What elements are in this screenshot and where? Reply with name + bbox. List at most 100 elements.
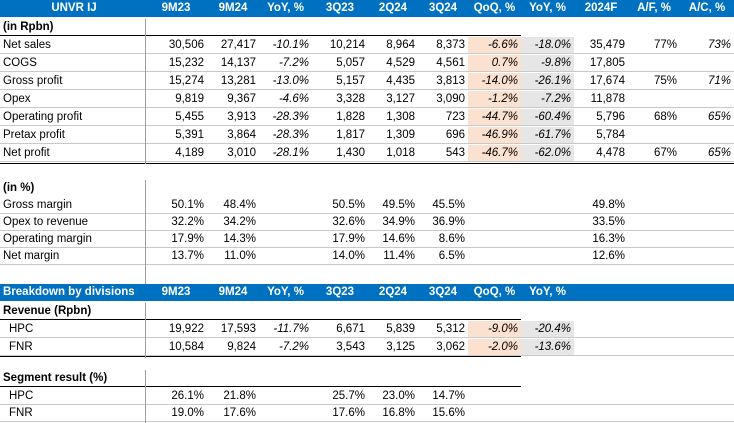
row-label: Opex to revenue [0,214,145,231]
row-label: Gross profit [0,73,145,90]
header-cell: 3Q23 [325,2,355,14]
header-cell: QoQ, % [473,286,516,298]
value-cell: 9,819 [145,91,207,108]
value-cell: 49.5% [368,197,418,214]
value-cell [574,321,628,338]
section-label: (in Rpbn) [3,21,54,33]
value-cell: 23.0% [368,388,418,405]
value-cell: 0.7% [468,55,521,72]
header-cell [574,284,628,301]
value-cell: 17.6% [207,405,259,422]
value-cell [574,339,628,356]
value-cell [468,231,521,248]
value-cell: -46.7% [468,145,521,162]
table-row: Net margin 13.7% 11.0% 14.0% 11.4% 6.5% 12.6% [0,248,734,265]
value-cell [628,214,680,231]
header-cell: YoY, % [529,2,566,14]
value-cell: -13.6% [521,339,574,356]
table-row: Net sales 30,506 27,417 -10.1% 10,214 8,964 8,… [0,37,734,54]
value-cell: 15,232 [145,55,207,72]
value-cell: 26.1% [145,388,207,405]
value-cell: 15,274 [145,73,207,90]
value-cell: 5,057 [312,55,368,72]
value-cell [468,405,521,422]
table-row: Opex 9,819 9,367 -4.6% 3,328 3,127 3,090 -1.2% -… [0,91,734,108]
header-cell: A/F, % [637,2,671,14]
header-cell: 3Q24 [428,286,458,298]
value-cell [680,55,734,72]
row-label: Net sales [0,37,145,54]
value-cell [628,388,680,405]
value-cell: 9,824 [207,339,259,356]
value-cell: -61.7% [521,127,574,144]
value-cell [680,405,734,422]
value-cell [680,91,734,108]
value-cell [680,214,734,231]
value-cell: 1,828 [312,109,368,126]
value-cell: -20.4% [521,321,574,338]
value-cell: -9.0% [468,321,521,338]
value-cell: 67% [628,145,680,162]
section-divider [0,35,521,36]
header-cell: YoY, % [267,286,304,298]
value-cell: 30,506 [145,37,207,54]
value-cell: -1.2% [468,91,521,108]
value-cell: 696 [418,127,468,144]
value-cell: -10.1% [259,37,312,54]
value-cell: 17.9% [312,231,368,248]
header-cell: 2024F [584,2,618,14]
row-label: FNR [0,405,145,422]
table-bottom-border [0,163,734,164]
value-cell [259,197,312,214]
value-cell: 14.3% [207,231,259,248]
value-cell: 11,878 [574,91,628,108]
row-label: FNR [0,339,145,356]
header-cell: 3Q23 [325,286,355,298]
value-cell: -28.3% [259,109,312,126]
header-cell: 2Q24 [378,286,408,298]
value-cell: 723 [418,109,468,126]
value-cell: 33.5% [574,214,628,231]
value-cell: 17.9% [145,231,207,248]
value-cell [521,405,574,422]
divisions-header-row: Breakdown by divisions 9M23 9M24 YoY, % 3Q23… [0,284,734,301]
value-cell: 32.6% [312,214,368,231]
table-row: Operating profit 5,455 3,913 -28.3% 1,828 1,3… [0,109,734,126]
value-cell: -7.2% [521,91,574,108]
row-label: HPC [0,388,145,405]
column-divider [145,303,146,358]
value-cell: 6.5% [418,248,468,265]
value-cell [628,91,680,108]
value-cell: 3,813 [418,73,468,90]
value-cell: 17,805 [574,55,628,72]
value-cell: 14.0% [312,248,368,265]
header-cell: A/C, % [688,2,726,14]
section-divider [0,319,521,320]
value-cell [680,197,734,214]
header-cell: 9M23 [161,286,191,298]
section-in-rpbn: (in Rpbn) [0,19,734,36]
value-cell: 4,435 [368,73,418,90]
value-cell [628,55,680,72]
section-label: Revenue (Rpbn) [3,305,92,317]
table-row: FNR 19.0% 17.6% 17.6% 16.8% 15.6% [0,405,734,422]
value-cell: -11.7% [259,321,312,338]
value-cell: 13.7% [145,248,207,265]
value-cell: 1,308 [368,109,418,126]
table-row: Pretax profit 5,391 3,864 -28.3% 1,817 1,309 6… [0,127,734,144]
value-cell [259,214,312,231]
value-cell: -28.1% [259,145,312,162]
value-cell: 27,417 [207,37,259,54]
value-cell: 75% [628,73,680,90]
value-cell: 50.1% [145,197,207,214]
main-header-row: UNVR IJ 9M23 9M24 YoY, % 3Q23 2Q24 3Q24 QoQ, % Y… [0,0,734,17]
table-row: Net profit 4,189 3,010 -28.1% 1,430 1,018 543-… [0,145,734,162]
value-cell: 3,010 [207,145,259,162]
header-cell: YoY, % [529,286,566,298]
value-cell: -28.3% [259,127,312,144]
value-cell: 13,281 [207,73,259,90]
value-cell: 5,839 [368,321,418,338]
value-cell [521,231,574,248]
value-cell: 10,584 [145,339,207,356]
table-bottom-border [0,356,521,357]
